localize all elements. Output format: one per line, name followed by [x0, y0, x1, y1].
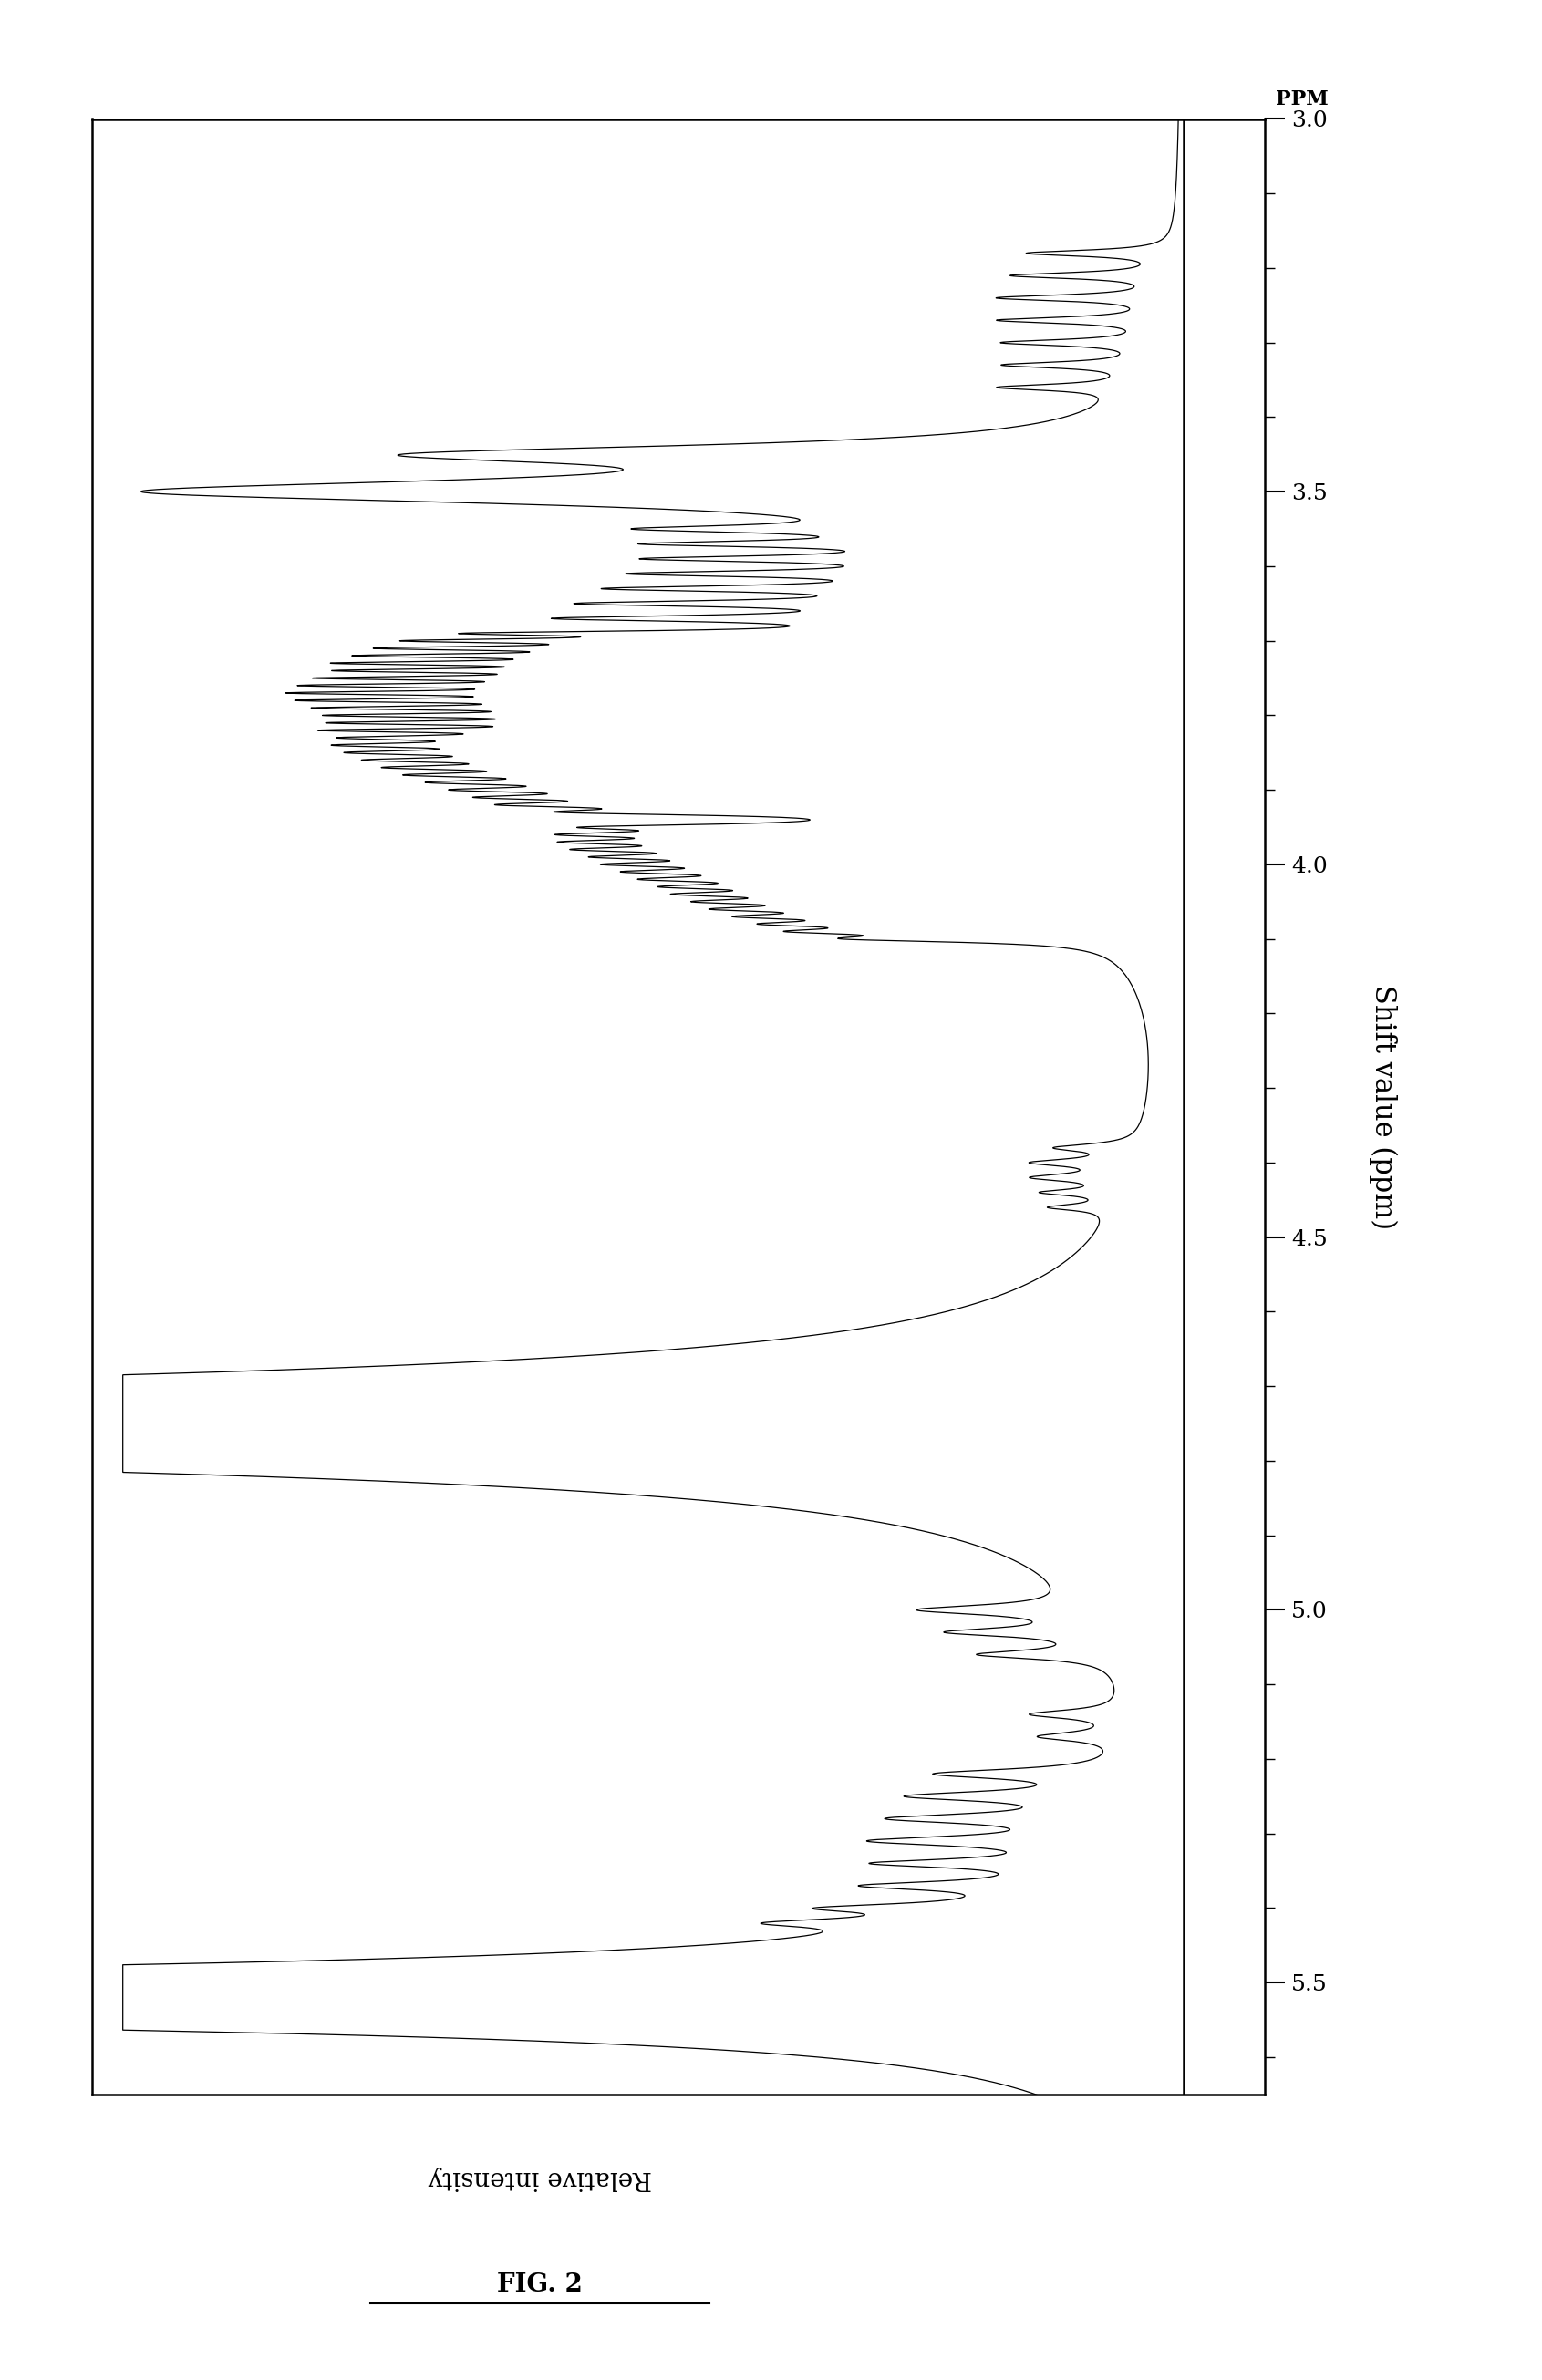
Y-axis label: Shift value (ppm): Shift value (ppm)	[1368, 985, 1397, 1228]
Text: FIG. 2: FIG. 2	[497, 2273, 583, 2297]
Text: PPM: PPM	[1277, 88, 1329, 109]
Text: Relative intensity: Relative intensity	[427, 2166, 652, 2190]
